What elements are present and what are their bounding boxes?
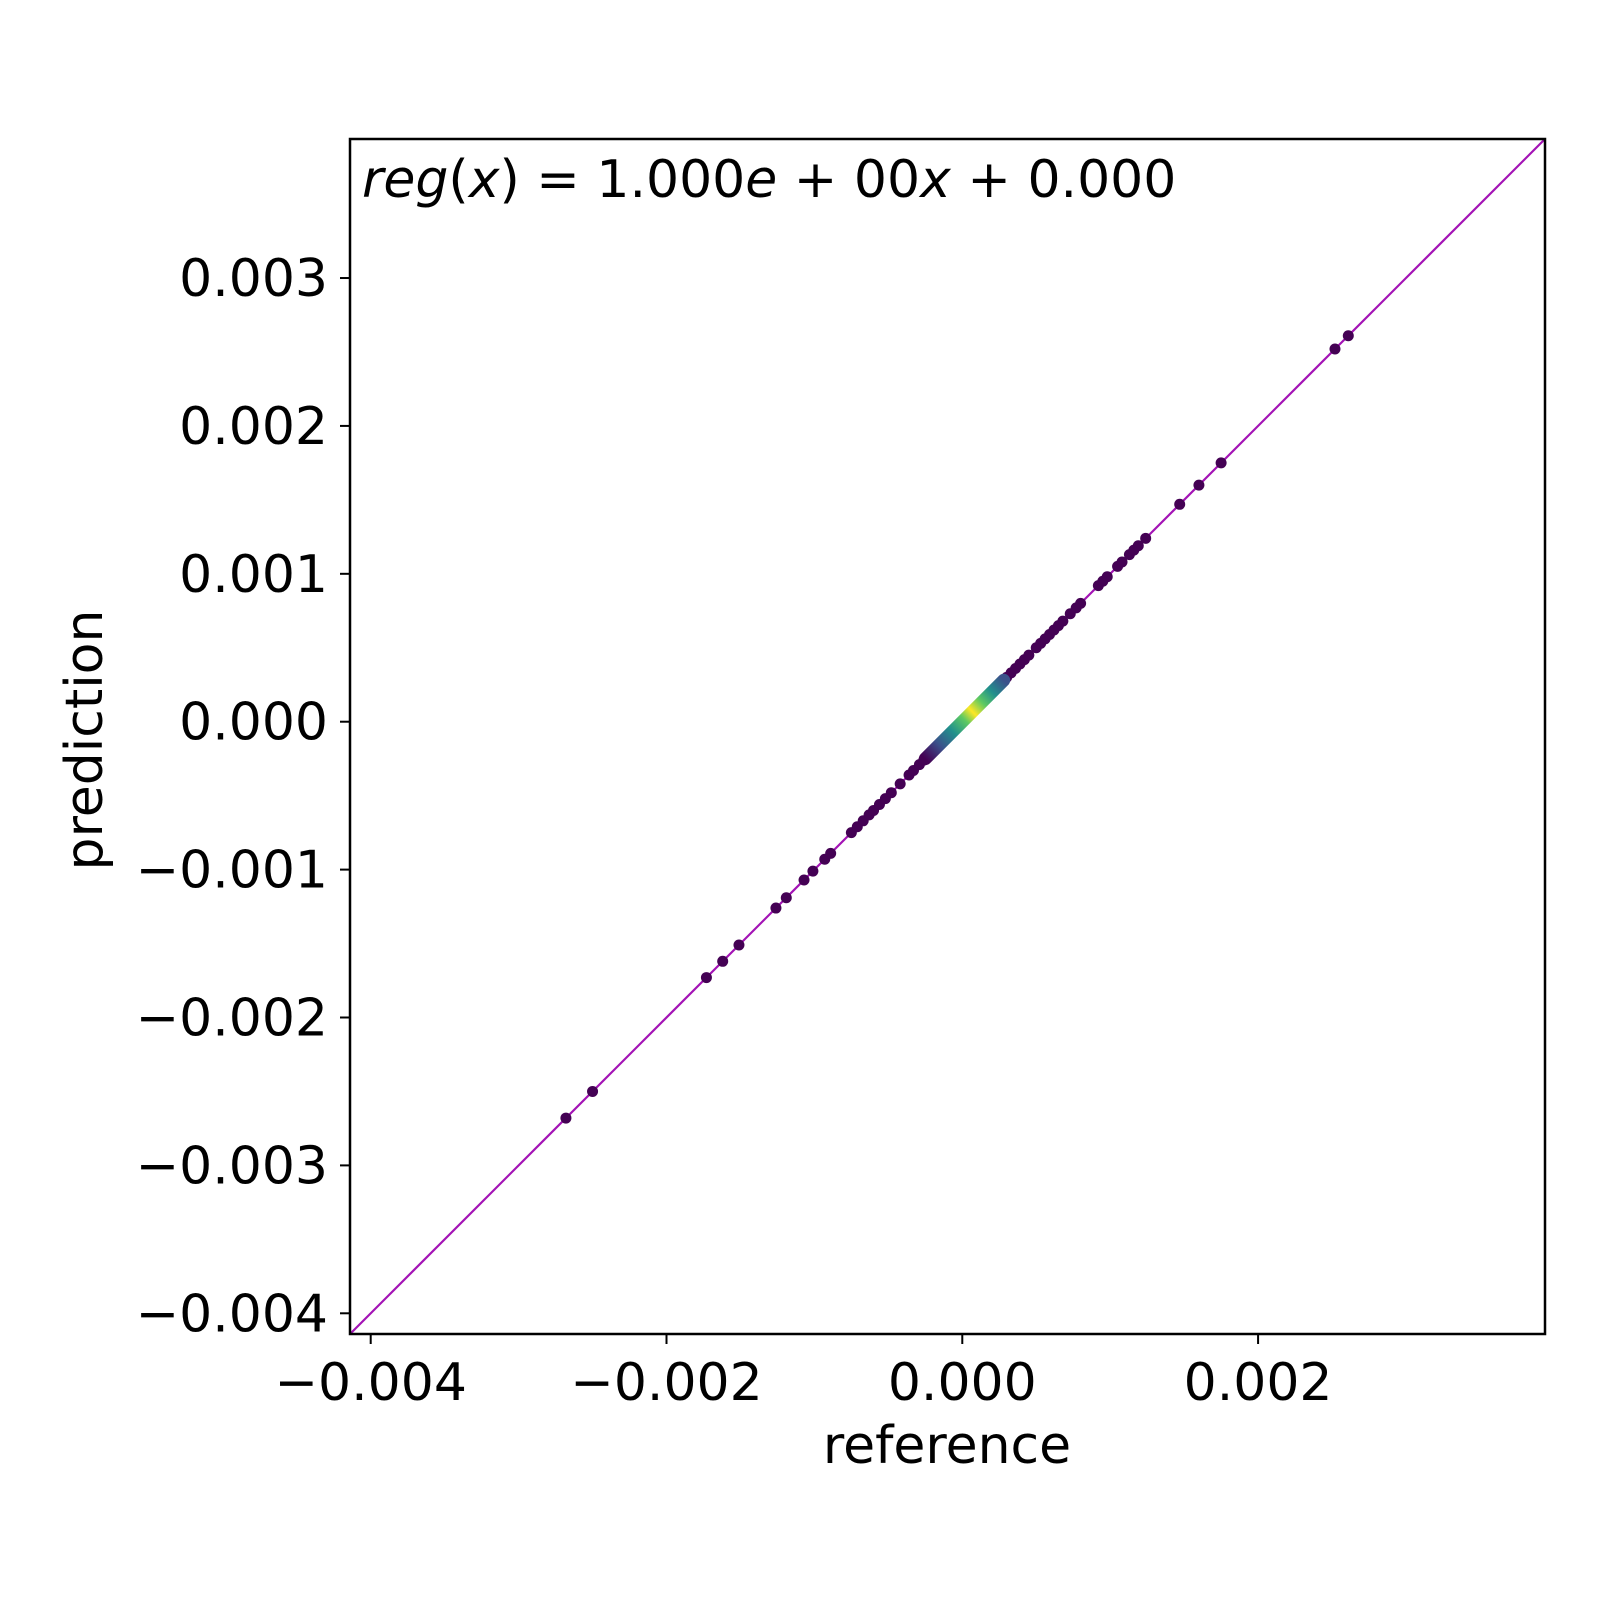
data-point: [587, 1085, 599, 1097]
data-point: [1101, 571, 1113, 583]
data-point: [1215, 457, 1227, 469]
data-point: [1329, 343, 1341, 355]
annotation-part: (: [448, 150, 468, 210]
x-axis-label: reference: [823, 1416, 1071, 1476]
data-point: [1116, 556, 1128, 568]
data-point: [1174, 498, 1186, 510]
data-point: [1342, 330, 1354, 342]
y-tick-label: −0.001: [136, 841, 328, 901]
annotation-part: x: [918, 150, 952, 210]
y-axis: −0.004 −0.003 −0.002 −0.001 0.000 0.001 0.002 0…: [136, 249, 350, 1344]
data-point: [1132, 540, 1144, 552]
x-tick-label: −0.004: [274, 1353, 466, 1413]
y-tick-label: 0.003: [179, 249, 328, 309]
data-point: [807, 865, 819, 877]
data-point: [780, 892, 792, 904]
y-axis-label: prediction: [55, 610, 115, 871]
data-point: [1023, 649, 1035, 661]
annotation-part: x: [467, 150, 501, 210]
data-point: [560, 1112, 572, 1124]
x-tick-label: 0.002: [1184, 1353, 1333, 1413]
y-tick-label: 0.002: [179, 397, 328, 457]
annotation-part: + 0.000: [951, 150, 1177, 210]
x-axis: −0.004 −0.002 0.000 0.002: [274, 1334, 1333, 1413]
annotation-part: + 00: [777, 150, 920, 210]
data-point: [1140, 532, 1152, 544]
density-core: [918, 673, 1011, 766]
y-tick-label: 0.001: [179, 545, 328, 605]
y-tick-label: −0.004: [136, 1284, 328, 1344]
y-tick-label: −0.002: [136, 989, 328, 1049]
data-point: [733, 939, 745, 951]
data-point: [1075, 597, 1087, 609]
annotation-part: e: [745, 150, 777, 210]
data-point: [717, 955, 729, 967]
data-point: [885, 787, 897, 799]
regression-annotation: reg(x) = 1.000e + 00x + 0.000: [362, 150, 1176, 210]
data-point: [770, 902, 782, 914]
data-point: [798, 874, 810, 886]
annotation-part: reg: [362, 150, 448, 210]
data-point: [1057, 615, 1069, 627]
y-tick-label: −0.003: [136, 1136, 328, 1196]
plot-area: [350, 139, 1545, 1334]
annotation-part: ) = 1.000: [499, 150, 745, 210]
y-tick-label: 0.000: [179, 693, 328, 753]
data-point: [825, 847, 837, 859]
plot-frame: [348, 137, 1547, 1336]
data-point: [700, 972, 712, 984]
data-point: [1193, 479, 1205, 491]
x-tick-label: −0.002: [570, 1353, 762, 1413]
x-tick-label: 0.000: [888, 1353, 1037, 1413]
data-point: [894, 778, 906, 790]
